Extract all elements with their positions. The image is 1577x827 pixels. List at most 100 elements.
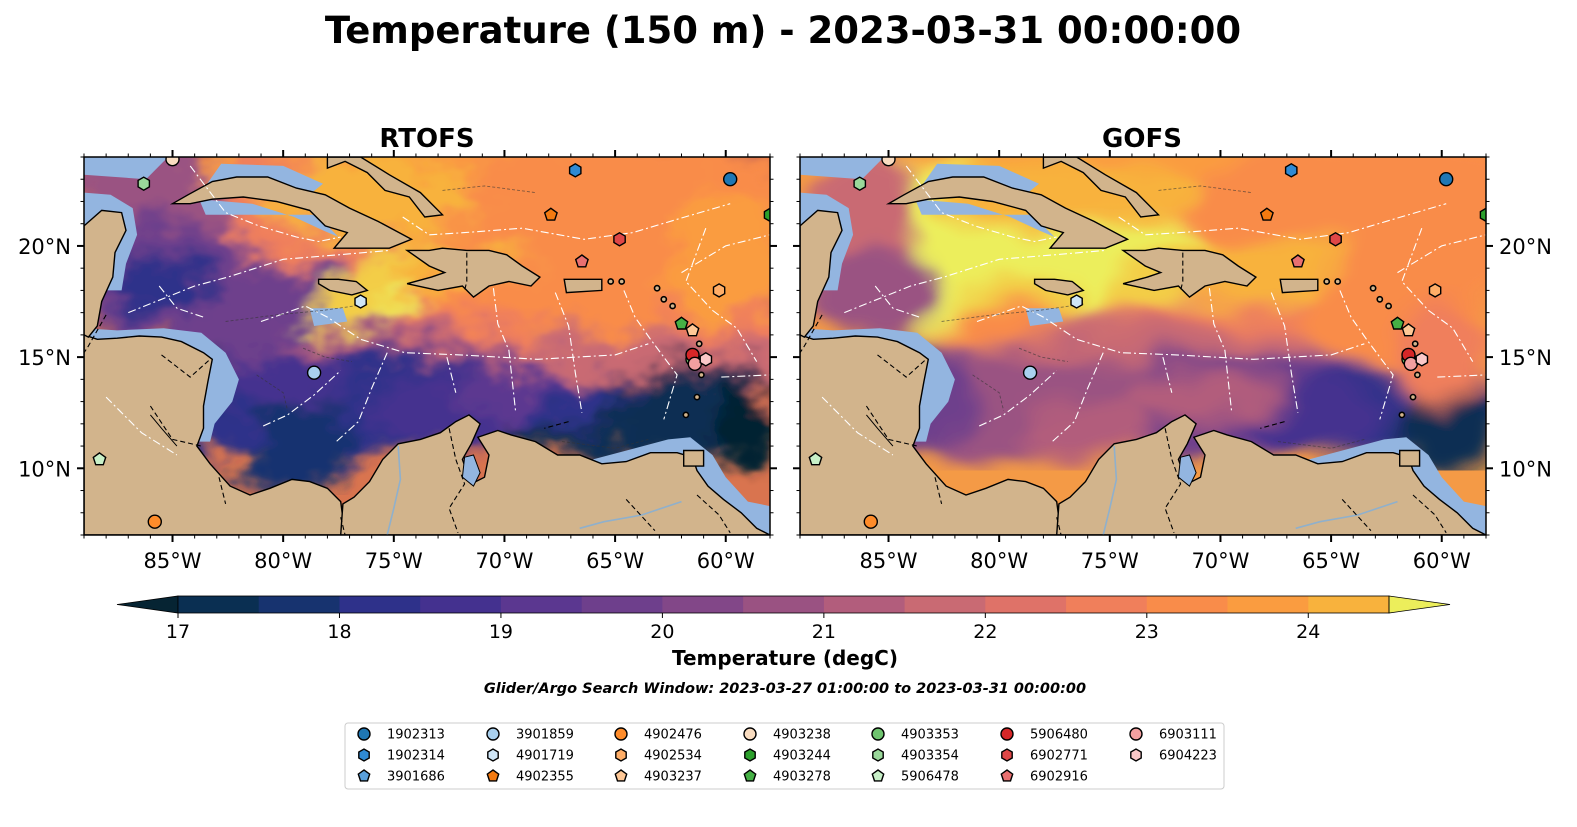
eez-boundary	[262, 370, 342, 427]
small-island	[1414, 371, 1421, 379]
float-marker-6902916	[1290, 254, 1305, 268]
island	[563, 278, 603, 294]
legend-label: 4903278	[773, 770, 831, 785]
eez-boundary	[978, 370, 1058, 427]
island	[1398, 449, 1421, 467]
island	[683, 449, 705, 467]
eez-boundary	[821, 396, 894, 456]
small-island	[693, 393, 701, 401]
float-markers	[92, 157, 770, 529]
small-island	[669, 302, 676, 310]
legend-marker-1902314	[358, 748, 370, 762]
country-border	[877, 354, 927, 378]
isobath	[442, 185, 536, 194]
lon-tick-label: 60°W	[697, 549, 755, 573]
lake	[150, 414, 178, 447]
temperature-patch	[106, 252, 217, 320]
colorbar-tick-label: 22	[973, 621, 997, 643]
lon-tick-label: 70°W	[1191, 549, 1249, 573]
continental-shelf	[800, 157, 885, 180]
colorbar-tick-label: 23	[1135, 621, 1159, 643]
small-island	[660, 295, 668, 303]
colorbar-extend-min	[116, 595, 179, 614]
eez-boundary	[105, 396, 178, 456]
land	[339, 414, 770, 535]
isobath	[256, 374, 289, 411]
small-island	[618, 278, 626, 285]
temperature-patch	[703, 390, 770, 467]
float-marker-4903238	[881, 157, 896, 167]
search-window-caption: Glider/Argo Search Window: 2023-03-27 01…	[484, 681, 1086, 697]
lon-tick-label: 80°W	[970, 549, 1028, 573]
float-marker-4902355	[1259, 207, 1274, 221]
float-marker-4903278	[674, 316, 689, 330]
island	[326, 157, 445, 218]
land	[84, 209, 127, 338]
float-marker-5906478	[92, 452, 107, 466]
colorbar-bin	[743, 596, 825, 613]
island	[1279, 278, 1319, 294]
panel-title: RTOFS	[379, 124, 474, 154]
land	[84, 334, 346, 535]
colorbar-bin	[985, 596, 1067, 613]
small-island	[1385, 302, 1392, 310]
small-island	[1409, 393, 1417, 401]
gofs-map-panel: GOFS 85°W 80°W 75°W 70°W 65°W 60°W 20°N 15°N 10°…	[793, 124, 1552, 573]
float-marker-4901719	[354, 294, 367, 309]
float-marker-3901859	[1022, 365, 1038, 380]
small-island	[682, 411, 690, 419]
lon-tick-label: 70°W	[475, 549, 533, 573]
colorbar-bin	[581, 596, 663, 613]
country-border	[800, 314, 823, 354]
float-marker-1902313	[723, 171, 738, 187]
colorbar-bin	[823, 596, 906, 613]
small-island	[1411, 340, 1419, 348]
country-border	[696, 494, 731, 534]
country-border	[865, 405, 918, 447]
eez-boundary	[158, 285, 204, 318]
island	[317, 278, 369, 296]
float-marker-5906478	[808, 452, 823, 466]
small-island	[1376, 295, 1384, 303]
island	[885, 176, 1130, 249]
legend-marker-4903237	[614, 769, 628, 782]
colorbar-label: Temperature (degC)	[672, 646, 898, 670]
continental-shelf	[1025, 308, 1064, 326]
float-marker-1902313	[1438, 171, 1454, 187]
eez-boundary	[685, 228, 758, 362]
colorbar: 17 18 19 20 21 22 23 24	[116, 595, 1451, 643]
legend-label: 6902916	[1030, 770, 1088, 785]
float-marker-6904223	[699, 351, 713, 367]
float-marker-4902476	[863, 514, 878, 529]
eez-boundary	[905, 165, 1057, 243]
map-overlay	[800, 157, 1486, 535]
colorbar-bin	[1227, 596, 1309, 613]
temperature-patch	[811, 250, 944, 340]
island	[169, 176, 414, 249]
legend-marker-4902355	[486, 769, 500, 782]
temperature-patch	[670, 190, 770, 324]
colorbar-bin	[420, 596, 502, 613]
float-marker-4902534	[1428, 283, 1442, 298]
island	[1042, 157, 1161, 218]
legend-label: 3901859	[516, 728, 574, 743]
colorbar-tick-label: 19	[489, 621, 513, 643]
lake	[461, 454, 481, 487]
lon-tick-label: 85°W	[860, 549, 918, 573]
float-marker-4903278	[1390, 316, 1405, 330]
colorbar-bin	[339, 596, 421, 613]
eez-boundary	[402, 203, 731, 240]
rtofs-map-panel: RTOFS 85°W 80°W 75°W 70°W 65°W 60°W 20°N 15°N 10…	[18, 124, 777, 573]
isobath	[1018, 347, 1068, 363]
small-island	[1398, 411, 1406, 419]
continental-shelf	[84, 157, 169, 180]
country-border	[340, 517, 346, 535]
land	[800, 209, 843, 338]
float-marker-6902916	[574, 254, 589, 268]
eez-boundary	[681, 234, 770, 274]
country-border	[1180, 252, 1184, 291]
eez-boundary	[335, 352, 388, 443]
legend-label: 4903353	[901, 728, 959, 743]
small-island	[695, 340, 703, 348]
